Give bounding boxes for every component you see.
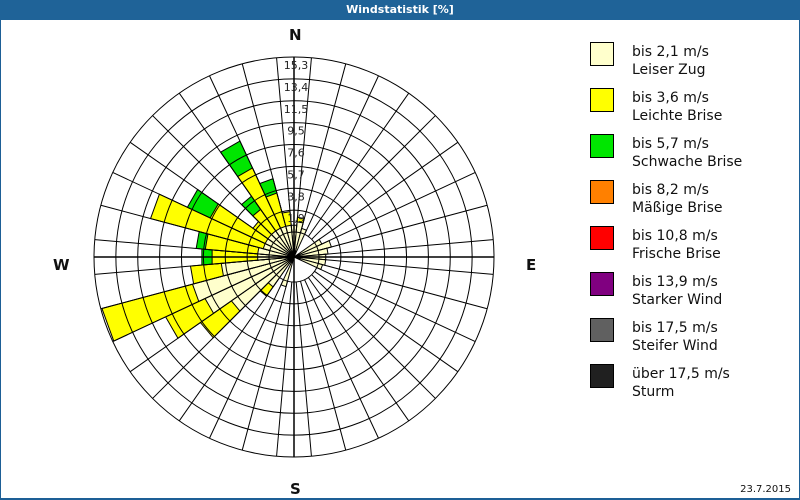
ring-label: 15,3 [284, 59, 309, 72]
compass-west: W [53, 256, 70, 274]
grid-spoke [241, 281, 289, 451]
grid-spoke [100, 204, 270, 252]
legend-label: bis 13,9 m/s Starker Wind [632, 274, 723, 308]
grid-spoke [112, 267, 272, 342]
legend-label: über 17,5 m/s Sturm [632, 366, 730, 400]
grid-spoke [318, 262, 488, 310]
grid-spoke [295, 281, 312, 457]
grid-spoke [178, 92, 281, 237]
ring-label: 9,5 [287, 125, 305, 138]
legend-swatch [590, 272, 614, 296]
legend-label: bis 5,7 m/s Schwache Brise [632, 136, 743, 170]
ring-label: 11,5 [284, 103, 309, 116]
legend-label: bis 8,2 m/s Mäßige Brise [632, 182, 723, 216]
ring-label: 13,4 [284, 81, 309, 94]
grid-spoke [209, 279, 284, 439]
compass-south: S [290, 480, 301, 498]
chart-panel: 1,9 3,8 5,7 7,6 9,5 11,5 13,4 15,3 N E S W bis … [1, 20, 799, 498]
compass-east: E [526, 256, 537, 274]
compass-north: N [289, 26, 302, 44]
wind-bar [293, 256, 324, 271]
legend-swatch [590, 42, 614, 66]
grid-spoke [100, 262, 270, 310]
grid-spoke [112, 172, 272, 247]
grid-spoke [316, 172, 476, 247]
grid-spoke [276, 57, 293, 233]
window-title: Windstatistik [%] [0, 0, 800, 20]
grid-spoke [307, 92, 410, 237]
date-label: 23.7.2015 [740, 484, 791, 495]
grid-spoke [318, 239, 494, 256]
legend-swatch [590, 226, 614, 250]
grid-spoke [304, 279, 379, 439]
grid-spoke [314, 141, 459, 244]
ring-label: 3,8 [287, 190, 305, 203]
legend-label: bis 17,5 m/s Steifer Wind [632, 320, 718, 354]
wind-bar [280, 256, 295, 288]
legend-swatch [590, 180, 614, 204]
legend-label: bis 2,1 m/s Leiser Zug [632, 44, 709, 78]
grid-spoke [304, 75, 379, 235]
grid-spoke [178, 277, 281, 422]
grid-spoke [307, 277, 410, 422]
grid-spoke [129, 270, 274, 373]
grid-spoke [311, 115, 436, 240]
grid-spoke [94, 239, 270, 256]
legend-swatch [590, 318, 614, 342]
ring-label: 1,9 [287, 212, 305, 225]
grid-spoke [152, 274, 277, 399]
grid-spoke [94, 258, 270, 275]
grid-spoke [152, 115, 277, 240]
ring-label: 7,6 [287, 147, 305, 160]
grid-spoke [209, 75, 284, 235]
legend-label: bis 3,6 m/s Leichte Brise [632, 90, 723, 124]
grid-spoke [316, 267, 476, 342]
legend-swatch [590, 88, 614, 112]
grid-spoke [311, 274, 436, 399]
wind-rose-chart: 1,9 3,8 5,7 7,6 9,5 11,5 13,4 15,3 [93, 56, 495, 458]
grid-spoke [295, 57, 312, 233]
grid-spoke [129, 141, 274, 244]
grid-spoke [299, 281, 347, 451]
ring-label: 5,7 [287, 168, 305, 181]
legend-label: bis 10,8 m/s Frische Brise [632, 228, 721, 262]
legend-swatch [590, 364, 614, 388]
grid-spoke [299, 63, 347, 233]
grid-spoke [276, 281, 293, 457]
grid-spoke [241, 63, 289, 233]
grid-spoke [318, 258, 494, 275]
legend-swatch [590, 134, 614, 158]
grid-spoke [318, 204, 488, 252]
grid-spoke [314, 270, 459, 373]
wind-bar [293, 227, 308, 258]
